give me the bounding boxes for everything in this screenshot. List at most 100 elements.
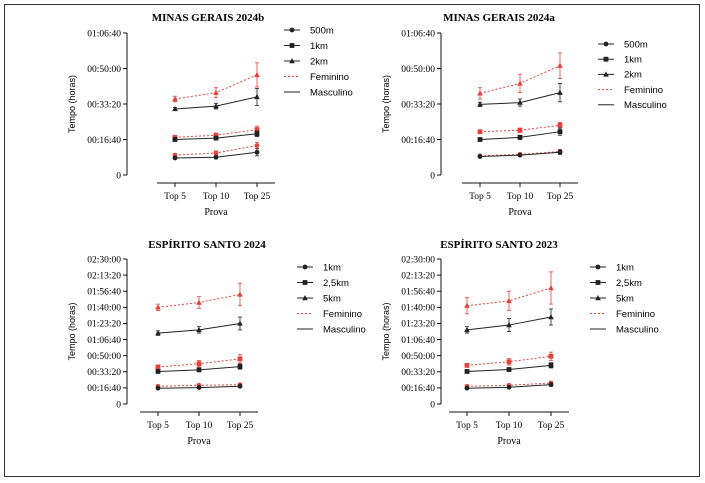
data-point xyxy=(213,154,219,160)
y-tick-label: 01:23:20 xyxy=(401,320,435,330)
data-point xyxy=(557,89,563,95)
data-point xyxy=(213,132,219,138)
y-tick-label: 00:33:20 xyxy=(401,368,435,378)
legend-label: 2,5km xyxy=(616,278,642,289)
data-point xyxy=(155,385,161,391)
legend-label: Feminino xyxy=(310,72,349,83)
data-point xyxy=(477,154,483,159)
legend-marker xyxy=(595,280,601,285)
data-point xyxy=(172,96,178,102)
series-25km-feminino xyxy=(155,354,243,370)
series-500m-masculino xyxy=(477,149,563,159)
data-point xyxy=(254,127,260,132)
x-axis-label: Prova xyxy=(497,436,521,447)
legend-marker xyxy=(595,295,601,301)
legend-label: 1km xyxy=(624,55,642,66)
data-point xyxy=(196,361,202,367)
data-point xyxy=(506,367,512,372)
data-point xyxy=(196,326,202,333)
series-25km-feminino xyxy=(464,351,554,368)
data-point xyxy=(213,150,219,156)
x-tick-label: Top 25 xyxy=(227,421,254,431)
series-1km-masculino xyxy=(477,127,563,142)
y-tick-label: 00:33:20 xyxy=(87,100,121,110)
legend-label: 2,5km xyxy=(323,278,349,289)
x-tick-label: Top 25 xyxy=(547,192,574,202)
series-2km-masculino xyxy=(477,83,563,107)
x-tick-label: Top 10 xyxy=(203,192,230,202)
series-2km-masculino xyxy=(172,87,260,112)
x-tick-label: Top 25 xyxy=(538,421,565,431)
y-tick-label: 00:16:40 xyxy=(87,384,121,394)
data-point xyxy=(172,155,178,161)
data-point xyxy=(213,89,219,95)
data-point xyxy=(254,71,260,78)
legend: 1km 2,5km 5km Feminino Masculino xyxy=(297,262,366,335)
chart-panel-4: ESPÍRITO SANTO 2023 0 00:16:40 00:33:20 00:5… xyxy=(381,239,659,447)
y-tick-label: 02:13:20 xyxy=(87,271,121,281)
x-tick-label: Top 10 xyxy=(186,421,213,431)
series-2km-feminino xyxy=(477,52,563,100)
data-point xyxy=(506,297,512,304)
data-point xyxy=(254,131,260,137)
data-point xyxy=(477,90,483,96)
legend-marker xyxy=(302,295,308,301)
legend-marker xyxy=(595,264,601,270)
data-point xyxy=(506,322,512,328)
legend-label: 5km xyxy=(616,293,634,304)
legend-marker xyxy=(603,56,609,62)
y-tick-label: 0 xyxy=(116,400,121,410)
series-5km-masculino xyxy=(155,316,243,336)
data-point xyxy=(464,362,470,368)
data-point xyxy=(464,385,470,391)
data-point xyxy=(477,137,483,142)
y-tick-label: 01:40:00 xyxy=(401,304,435,314)
series-25km-masculino xyxy=(155,363,243,374)
data-point xyxy=(506,359,512,365)
series-1km-masculino xyxy=(172,130,260,142)
legend-marker xyxy=(289,58,295,64)
figure-frame xyxy=(4,4,700,477)
legend-label: 2km xyxy=(310,56,328,67)
series-500m-masculino xyxy=(172,148,260,161)
legend-label: Masculino xyxy=(624,100,667,111)
x-tick-label: Top 10 xyxy=(507,192,534,202)
y-tick-label: 00:33:20 xyxy=(87,368,121,378)
legend-label: Masculino xyxy=(310,87,353,98)
data-point xyxy=(155,369,161,374)
series-5km-feminino xyxy=(155,282,243,311)
y-tick-label: 00:50:00 xyxy=(87,352,121,362)
x-tick-label: Top 5 xyxy=(164,192,186,202)
legend: 1km 2,5km 5km Feminino Masculino xyxy=(590,262,659,335)
y-tick-label: 01:56:40 xyxy=(87,288,121,298)
series-2km-feminino xyxy=(172,62,260,103)
data-point xyxy=(517,80,523,86)
x-tick-label: Top 5 xyxy=(147,421,169,431)
y-tick-label: 00:50:00 xyxy=(87,65,121,75)
data-point xyxy=(254,93,260,100)
series-5km-masculino xyxy=(464,308,554,334)
legend-label: 1km xyxy=(323,262,341,273)
data-point xyxy=(517,99,523,105)
legend-label: 500m xyxy=(624,39,648,50)
y-tick-label: 0 xyxy=(116,171,121,181)
series-1km-masculino xyxy=(155,383,243,391)
legend-label: Feminino xyxy=(323,309,362,320)
y-tick-label: 02:30:00 xyxy=(401,255,435,265)
legend-label: 5km xyxy=(323,293,341,304)
data-point xyxy=(254,143,260,148)
data-point xyxy=(477,101,483,107)
y-axis-label: Tempo (horas) xyxy=(67,75,77,133)
x-tick-label: Top 5 xyxy=(456,421,478,431)
y-tick-label: 0 xyxy=(430,400,435,410)
y-tick-label: 01:06:40 xyxy=(401,336,435,346)
data-point xyxy=(506,384,512,390)
data-point xyxy=(517,152,523,158)
y-tick-label: 00:16:40 xyxy=(401,384,435,394)
x-tick-label: Top 25 xyxy=(244,192,271,202)
series-25km-masculino xyxy=(464,362,554,374)
y-tick-label: 01:06:40 xyxy=(87,29,121,39)
data-point xyxy=(477,129,483,135)
x-tick-label: Top 10 xyxy=(496,421,523,431)
data-point xyxy=(213,135,219,141)
